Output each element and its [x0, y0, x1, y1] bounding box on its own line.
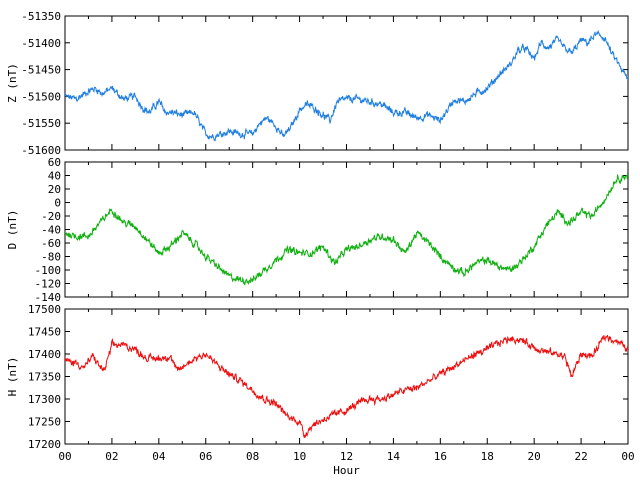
y-tick-label: 60 — [48, 156, 61, 169]
y-tick-label: -60 — [41, 237, 61, 250]
y-axis-title: H (nT) — [6, 357, 19, 397]
y-tick-label: 17200 — [28, 438, 61, 451]
x-tick-label: 00 — [621, 450, 634, 463]
y-axis-title: Z (nT) — [6, 63, 19, 103]
y-tick-label: -80 — [41, 251, 61, 264]
plot-frame — [64, 161, 629, 298]
y-tick-label: 17300 — [28, 393, 61, 406]
series-line-2-1 — [65, 172, 628, 286]
y-tick-label: -51500 — [21, 90, 61, 103]
x-tick-label: 08 — [246, 450, 259, 463]
chart-panel-1: -51350 -51400 -51450 -51500 -51550 -51600 Z (n… — [6, 10, 629, 157]
x-tick-label: 04 — [152, 450, 166, 463]
y-axis-title: D (nT) — [6, 210, 19, 250]
y-tick-label: 17400 — [28, 348, 61, 361]
y-tick-label: 0 — [54, 197, 61, 210]
x-tick-label: 22 — [574, 450, 587, 463]
x-tick-label: 18 — [481, 450, 494, 463]
y-tick-label: 17450 — [28, 326, 61, 339]
x-tick-label: 12 — [340, 450, 353, 463]
y-tick-label: -40 — [41, 224, 61, 237]
plot-frame — [64, 308, 629, 445]
y-tick-label: -51400 — [21, 37, 61, 50]
x-tick-label: 10 — [293, 450, 306, 463]
y-tick-label: -140 — [35, 291, 62, 304]
y-tick-label: 40 — [48, 170, 61, 183]
y-tick-label: 17350 — [28, 371, 61, 384]
x-tick-label: 00 — [58, 450, 71, 463]
y-tick-label: -100 — [35, 264, 62, 277]
x-tick-label: 02 — [105, 450, 118, 463]
y-tick-label: -20 — [41, 210, 61, 223]
x-axis-title: Hour — [333, 464, 360, 477]
series-line-1-1 — [65, 29, 628, 142]
x-tick-label: 20 — [528, 450, 541, 463]
y-tick-label: -51550 — [21, 117, 61, 130]
y-tick-label: 20 — [48, 183, 61, 196]
x-tick-label: 06 — [199, 450, 212, 463]
y-tick-label: -51600 — [21, 144, 61, 157]
y-tick-label: 17500 — [28, 303, 61, 316]
y-tick-label: -120 — [35, 278, 62, 291]
x-tick-label: 14 — [387, 450, 401, 463]
y-tick-label: -51450 — [21, 64, 61, 77]
plot-frame — [64, 15, 629, 151]
x-tick-label: 16 — [434, 450, 447, 463]
y-tick-label: 17250 — [28, 416, 61, 429]
series-line-3-1 — [65, 334, 628, 438]
y-tick-label: -51350 — [21, 10, 61, 23]
